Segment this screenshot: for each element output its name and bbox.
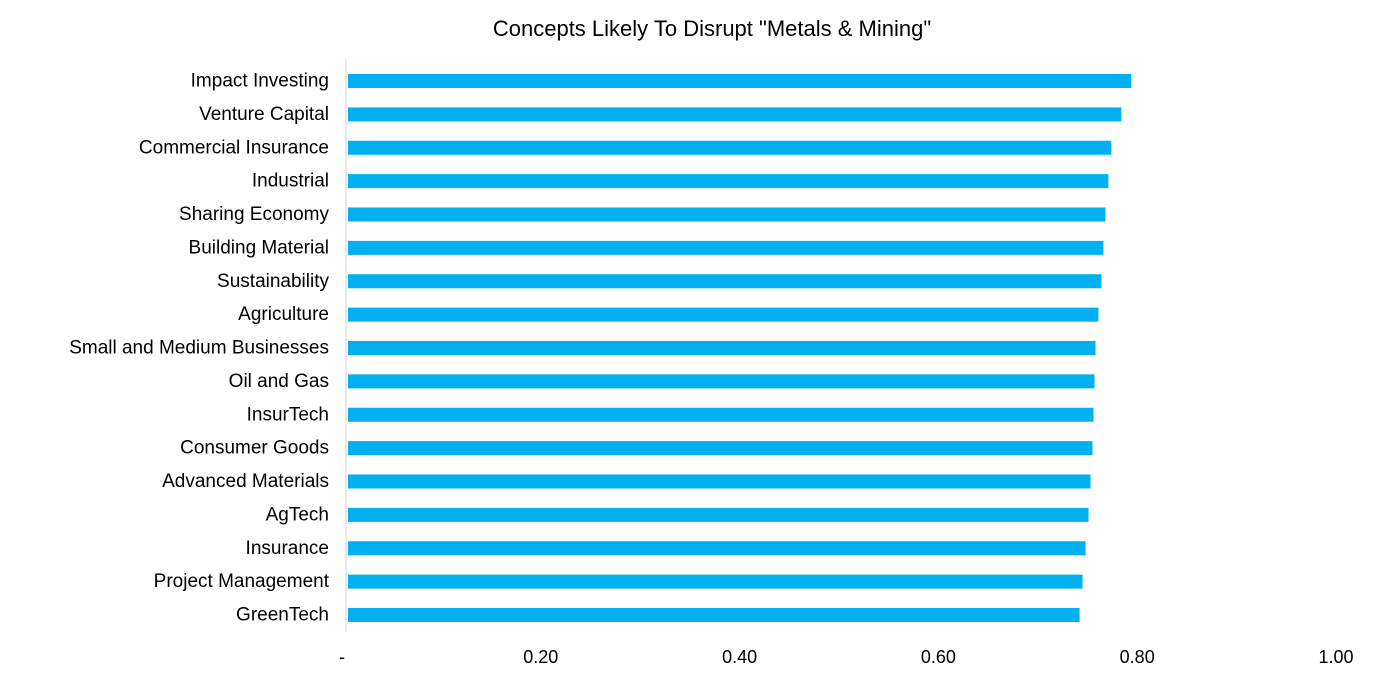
bars-layer <box>348 74 1132 622</box>
category-label: Project Management <box>154 571 330 592</box>
category-label: Consumer Goods <box>180 438 329 459</box>
x-tick-label: - <box>339 647 345 667</box>
chart-title: Concepts Likely To Disrupt "Metals & Min… <box>492 16 932 41</box>
category-label: Small and Medium Businesses <box>69 338 329 359</box>
bar-project-management <box>348 574 1083 589</box>
x-axis-tick-labels: - 0.20 0.40 0.60 0.80 1.00 <box>339 647 1354 667</box>
category-label: Industrial <box>252 171 329 192</box>
x-tick-label: 1.00 <box>1318 647 1353 667</box>
category-label: Venture Capital <box>199 104 329 125</box>
x-tick-label: 0.80 <box>1120 647 1155 667</box>
bar-agriculture <box>348 307 1099 322</box>
category-label: Agriculture <box>238 304 329 325</box>
x-tick-label: 0.60 <box>921 647 956 667</box>
x-tick-label: 0.40 <box>722 647 757 667</box>
bar-agtech <box>348 507 1089 522</box>
category-label: Building Material <box>189 237 329 258</box>
bar-insurtech <box>348 407 1094 422</box>
category-label: Sharing Economy <box>179 204 329 225</box>
bar-impact-investing <box>348 74 1132 88</box>
bar-oil-and-gas <box>348 374 1095 389</box>
bar-venture-capital <box>348 107 1122 122</box>
category-label: Commercial Insurance <box>139 137 329 158</box>
bar-small-and-medium-businesses <box>348 341 1096 355</box>
x-tick-label: 0.20 <box>523 647 558 667</box>
bar-insurance <box>348 541 1086 556</box>
category-label: InsurTech <box>247 404 329 425</box>
bar-consumer-goods <box>348 441 1093 456</box>
category-label: Sustainability <box>217 271 329 292</box>
bar-advanced-materials <box>348 474 1091 489</box>
category-label: GreenTech <box>236 605 329 626</box>
bar-commercial-insurance <box>348 140 1112 155</box>
category-label: AgTech <box>266 504 329 525</box>
category-label: Oil and Gas <box>229 371 329 392</box>
bar-sharing-economy <box>348 207 1106 222</box>
bar-building-material <box>348 240 1104 255</box>
category-label: Insurance <box>246 538 329 559</box>
category-labels: Impact Investing Venture Capital Commercia… <box>69 71 330 626</box>
bar-greentech <box>348 608 1080 622</box>
bar-sustainability <box>348 274 1102 289</box>
category-label: Impact Investing <box>191 71 329 92</box>
category-label: Advanced Materials <box>162 471 329 492</box>
bar-industrial <box>348 174 1109 189</box>
